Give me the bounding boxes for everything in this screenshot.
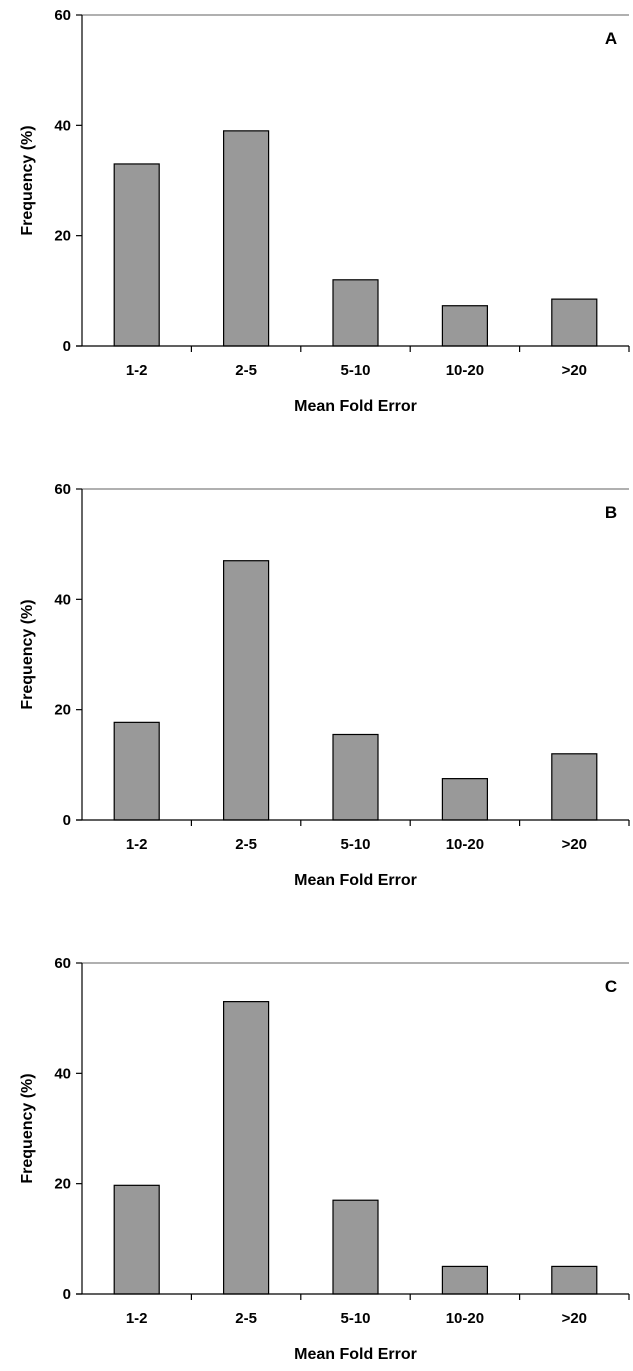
bar-2-5: [223, 560, 270, 821]
x-tick-label: 5-10: [340, 362, 370, 379]
x-tick-label: 1-2: [126, 836, 148, 853]
x-tick-label: 1-2: [126, 362, 148, 379]
y-tick-label: 0: [63, 1286, 71, 1303]
x-tick-label: 2-5: [235, 836, 257, 853]
y-tick-label: 20: [54, 1176, 71, 1193]
chart-panel-c: 0 20 40 60 1-2 2-5 5-10 10-20 >20 Mean Fold Error…: [19, 955, 630, 1363]
bar-10-20: [441, 778, 488, 821]
chart-panel-b: 0 20 40 60 1-2 2-5 5-10 10-20 >20 Mean Fold Error…: [19, 481, 630, 889]
x-tick-label: 5-10: [340, 1310, 370, 1327]
panel-label: B: [605, 503, 617, 522]
x-tick-label: >20: [562, 836, 587, 853]
panel-label: A: [605, 29, 617, 48]
x-axis-title: Mean Fold Error: [294, 1346, 417, 1363]
bar-5-10: [332, 279, 379, 347]
bar-1-2: [113, 721, 160, 821]
chart-panel-a: 0 20 40 60 1-2 2-5 5-10 10-20 >20 Mean Fold Error…: [19, 7, 630, 415]
bar-1-2: [113, 163, 160, 347]
x-axis-title: Mean Fold Error: [294, 398, 417, 415]
y-tick-label: 40: [54, 591, 71, 608]
y-axis-title: Frequency (%): [19, 599, 36, 709]
y-axis-title: Frequency (%): [19, 1073, 36, 1183]
y-tick-label: 20: [54, 702, 71, 719]
x-tick-label: 10-20: [446, 836, 484, 853]
x-tick-label: 10-20: [446, 1310, 484, 1327]
bar-2-5: [223, 1001, 270, 1295]
x-tick-label: 5-10: [340, 836, 370, 853]
bar-2-5: [223, 130, 270, 347]
bar->20: [551, 753, 598, 821]
bar-5-10: [332, 1199, 379, 1295]
bar-10-20: [441, 1265, 488, 1295]
x-axis-title: Mean Fold Error: [294, 872, 417, 889]
y-tick-label: 60: [54, 481, 71, 498]
x-tick-label: 10-20: [446, 362, 484, 379]
y-tick-label: 60: [54, 955, 71, 972]
y-tick-label: 0: [63, 338, 71, 355]
bar-5-10: [332, 733, 379, 821]
bar-10-20: [441, 305, 488, 347]
y-tick-label: 0: [63, 812, 71, 829]
x-tick-label: 2-5: [235, 1310, 257, 1327]
x-tick-label: >20: [562, 1310, 587, 1327]
bar->20: [551, 298, 598, 347]
y-tick-label: 40: [54, 1065, 71, 1082]
y-tick-label: 20: [54, 228, 71, 245]
bar-1-2: [113, 1184, 160, 1295]
y-axis-title: Frequency (%): [19, 125, 36, 235]
y-tick-label: 40: [54, 117, 71, 134]
bar->20: [551, 1265, 598, 1295]
x-tick-label: 1-2: [126, 1310, 148, 1327]
x-tick-label: 2-5: [235, 362, 257, 379]
y-tick-label: 60: [54, 7, 71, 24]
x-tick-label: >20: [562, 362, 587, 379]
panel-label: C: [605, 977, 617, 996]
